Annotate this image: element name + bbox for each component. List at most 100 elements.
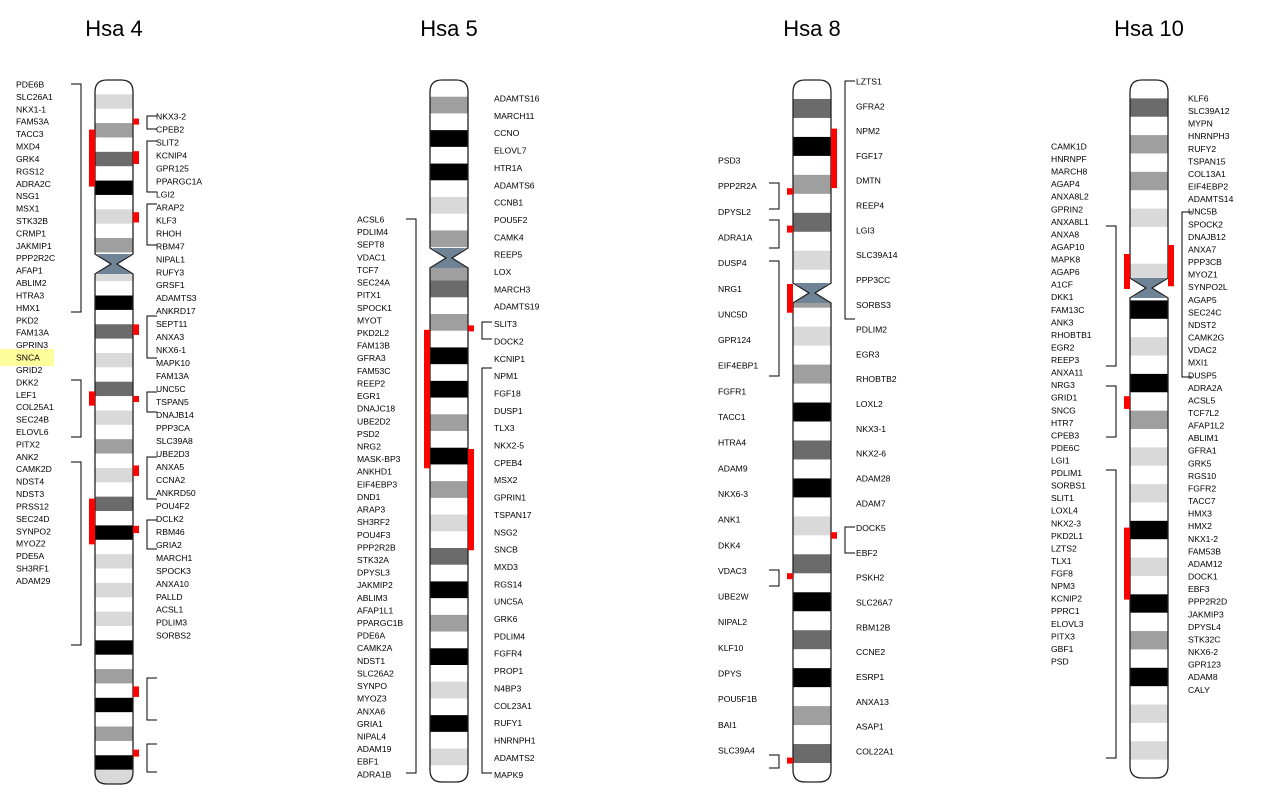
locus-marker bbox=[133, 324, 139, 335]
gene-bracket bbox=[146, 456, 157, 500]
gene-label: ADAM9 bbox=[718, 463, 748, 473]
gene-bracket bbox=[481, 321, 492, 340]
gene-label: CPEB2 bbox=[156, 124, 184, 134]
gene-label: DUSP4 bbox=[718, 258, 747, 268]
chromosome-band bbox=[430, 113, 468, 131]
gene-label: CPEB4 bbox=[494, 458, 522, 468]
gene-label: MYOZ2 bbox=[16, 539, 46, 549]
gene-label: VDAC3 bbox=[718, 566, 747, 576]
gene-label: ADAM7 bbox=[856, 498, 886, 508]
gene-label: RGS10 bbox=[1188, 471, 1216, 481]
locus-marker bbox=[1124, 396, 1130, 409]
chromosome-band bbox=[1130, 208, 1168, 228]
gene-label: SEC24A bbox=[357, 278, 390, 288]
gene-label: HTRA4 bbox=[718, 438, 746, 448]
gene-label: FAM13A bbox=[16, 328, 49, 338]
gene-label: REEP5 bbox=[494, 250, 522, 260]
chromosome-band bbox=[430, 297, 468, 315]
chromosome-band bbox=[793, 345, 831, 366]
gene-label: MYPN bbox=[1188, 119, 1213, 129]
gene-label: ADAMTS14 bbox=[1188, 194, 1234, 204]
gene-label: TCF7L2 bbox=[1188, 408, 1219, 418]
gene-label: DOCK5 bbox=[856, 523, 886, 533]
gene-label: GRIA2 bbox=[156, 540, 182, 550]
gene-label: STK32C bbox=[1188, 634, 1220, 644]
gene-label: FAM13A bbox=[156, 371, 189, 381]
chromosome-band bbox=[793, 383, 831, 404]
chromosome-band bbox=[1130, 337, 1168, 357]
chromosome-band bbox=[430, 280, 468, 298]
gene-label: NRG2 bbox=[357, 441, 381, 451]
chromosome-ideogram-hsa4 bbox=[94, 79, 134, 785]
chromosome-band bbox=[1130, 667, 1168, 687]
chromosome-band bbox=[95, 654, 133, 670]
chromosome-band bbox=[430, 698, 468, 716]
gene-label: ADAM28 bbox=[856, 473, 891, 483]
chromosome-band bbox=[1130, 245, 1168, 265]
chromosome-band bbox=[95, 80, 133, 95]
gene-label: PSD2 bbox=[357, 429, 380, 439]
gene-label: DKK1 bbox=[1051, 292, 1074, 302]
chromosome-band bbox=[1130, 447, 1168, 467]
chromosome-band bbox=[430, 180, 468, 198]
gene-label: NSG1 bbox=[16, 191, 40, 201]
chromosome-band bbox=[793, 478, 831, 498]
gene-label: NRG3 bbox=[1051, 380, 1075, 390]
chromosome-outline bbox=[1129, 79, 1169, 779]
gene-label: ADAMTS19 bbox=[494, 302, 540, 312]
chromosome-band bbox=[793, 174, 831, 195]
gene-label: PDLIM4 bbox=[494, 631, 525, 641]
chromosome-band bbox=[95, 123, 133, 139]
locus-marker bbox=[787, 188, 793, 195]
gene-label: ADAM8 bbox=[1188, 672, 1218, 682]
chromosome-band bbox=[793, 535, 831, 555]
chromosome-band bbox=[95, 166, 133, 182]
panel-hsa8: Hsa 8 PSD3 PPP2R2A DPYSL2 ADRA1A DUSP4 NRG1 UN… bbox=[718, 16, 898, 783]
chromosome-band bbox=[793, 725, 831, 745]
gene-label: NKX6-3 bbox=[718, 489, 748, 499]
chromosome-band bbox=[95, 410, 133, 426]
locus-marker bbox=[787, 757, 793, 764]
gene-bracket bbox=[1181, 211, 1192, 378]
locus-marker bbox=[468, 449, 474, 551]
gene-label: FGFR1 bbox=[718, 386, 746, 396]
gene-label: JAKMIP1 bbox=[16, 241, 52, 251]
gene-label: ADAM29 bbox=[16, 576, 51, 586]
gene-label: MARCH8 bbox=[1051, 167, 1088, 177]
gene-label: PSD bbox=[1051, 656, 1069, 666]
chromosome-band bbox=[95, 453, 133, 469]
chromosome-band bbox=[430, 481, 468, 499]
chromosome-band bbox=[95, 712, 133, 728]
gene-label: PPARGC1B bbox=[357, 618, 403, 628]
chromosome-outline bbox=[94, 79, 134, 785]
gene-label: DMTN bbox=[856, 176, 881, 186]
gene-label: GPRIN1 bbox=[494, 493, 526, 503]
gene-label: RUFY2 bbox=[1188, 144, 1216, 154]
gene-label: SLC39A8 bbox=[156, 436, 193, 446]
gene-label: DOCK1 bbox=[1188, 572, 1218, 582]
gene-label: ANKHD1 bbox=[357, 467, 392, 477]
chromosome-band bbox=[430, 146, 468, 165]
chromosome-band bbox=[430, 548, 468, 566]
gene-label: JAKMIP2 bbox=[357, 580, 393, 590]
gene-label: CCNB1 bbox=[494, 198, 523, 208]
chromosome-band bbox=[793, 668, 831, 688]
locus-marker bbox=[787, 225, 793, 233]
gene-label: ANXA8 bbox=[1051, 229, 1079, 239]
gene-label: RGS12 bbox=[16, 166, 44, 176]
chromosome-band bbox=[1130, 649, 1168, 669]
gene-label: KCNIP2 bbox=[1051, 594, 1082, 604]
chromosome-band bbox=[1130, 392, 1168, 412]
locus-marker bbox=[133, 212, 139, 223]
gene-label: NKX6-1 bbox=[156, 345, 186, 355]
gene-label: PDE6A bbox=[357, 631, 385, 641]
gene-label: MYOZ3 bbox=[357, 694, 387, 704]
gene-bracket bbox=[769, 754, 780, 769]
gene-label: DKK4 bbox=[718, 540, 741, 550]
gene-bracket bbox=[844, 80, 855, 320]
chromosome-band bbox=[430, 514, 468, 532]
gene-label: ACSL6 bbox=[357, 215, 384, 225]
gene-label: COL25A1 bbox=[16, 402, 54, 412]
gene-label: POU5F1B bbox=[718, 694, 757, 704]
gene-label: PPP3CA bbox=[156, 423, 190, 433]
